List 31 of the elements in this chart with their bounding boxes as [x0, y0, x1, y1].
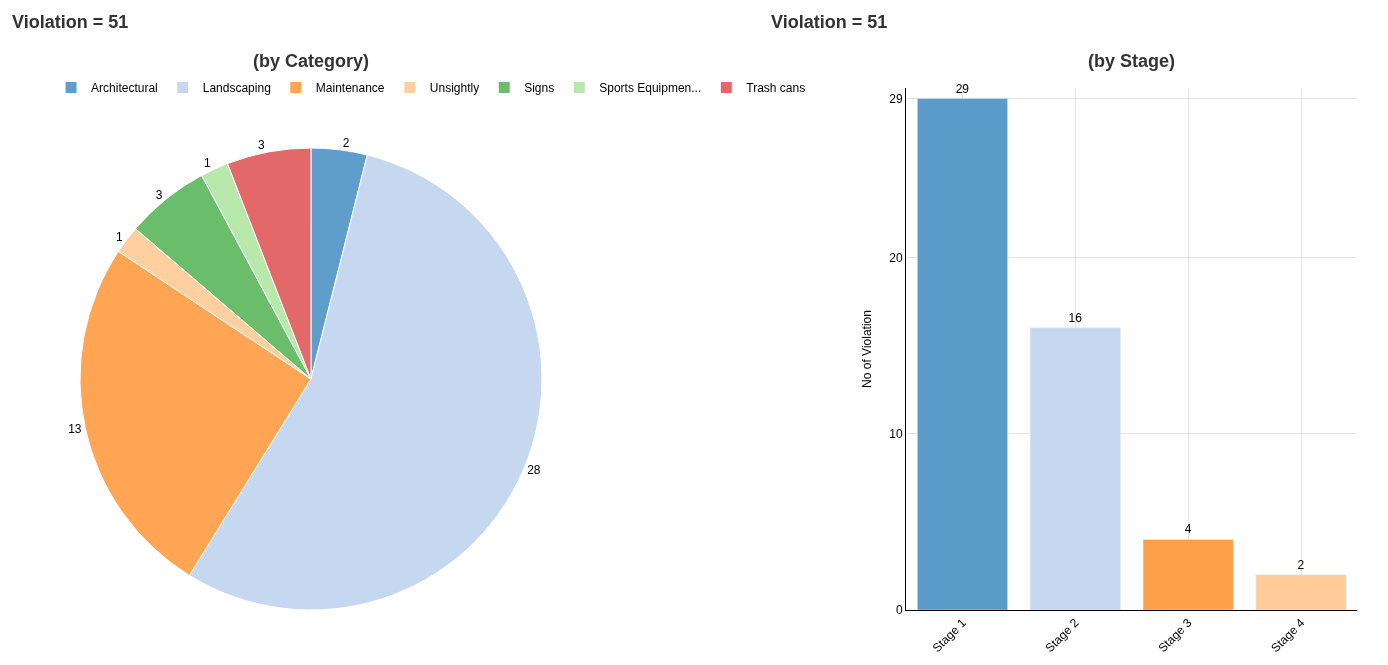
data-label: 28 [527, 463, 541, 478]
data-label: 16 [1068, 310, 1083, 325]
y-axis-title: No of Violation [859, 310, 874, 388]
legend-label: Architectural [91, 81, 158, 96]
bar [1029, 327, 1121, 610]
bar [1142, 539, 1234, 610]
legend-label: Maintenance [315, 81, 385, 96]
bar [1255, 574, 1347, 610]
data-label: 2 [342, 135, 350, 150]
chart-subtitle: (by Category) [253, 51, 370, 71]
legend-label: Unsightly [429, 81, 480, 96]
bar [917, 98, 1008, 610]
y-tick-label: 29 [889, 91, 903, 106]
legend-label: Signs [524, 81, 555, 96]
y-tick-label: 0 [895, 603, 903, 618]
data-label: 3 [258, 138, 266, 153]
chart-title: Violation = 51 [12, 12, 129, 32]
data-label: 2 [1297, 557, 1305, 572]
data-label: 4 [1184, 522, 1192, 537]
data-label: 29 [955, 81, 970, 96]
legend-label: Sports Equipmen... [599, 81, 702, 96]
chart-title: Violation = 51 [771, 12, 888, 32]
legend-label: Trash cans [746, 81, 806, 96]
data-label: 3 [155, 187, 163, 202]
legend-label: Landscaping [202, 81, 271, 96]
data-label: 13 [68, 421, 82, 436]
y-tick-label: 20 [889, 250, 903, 265]
data-label: 1 [116, 230, 124, 245]
data-label: 1 [203, 156, 211, 171]
chart-subtitle: (by Stage) [1088, 51, 1176, 71]
y-tick-label: 10 [889, 426, 903, 441]
